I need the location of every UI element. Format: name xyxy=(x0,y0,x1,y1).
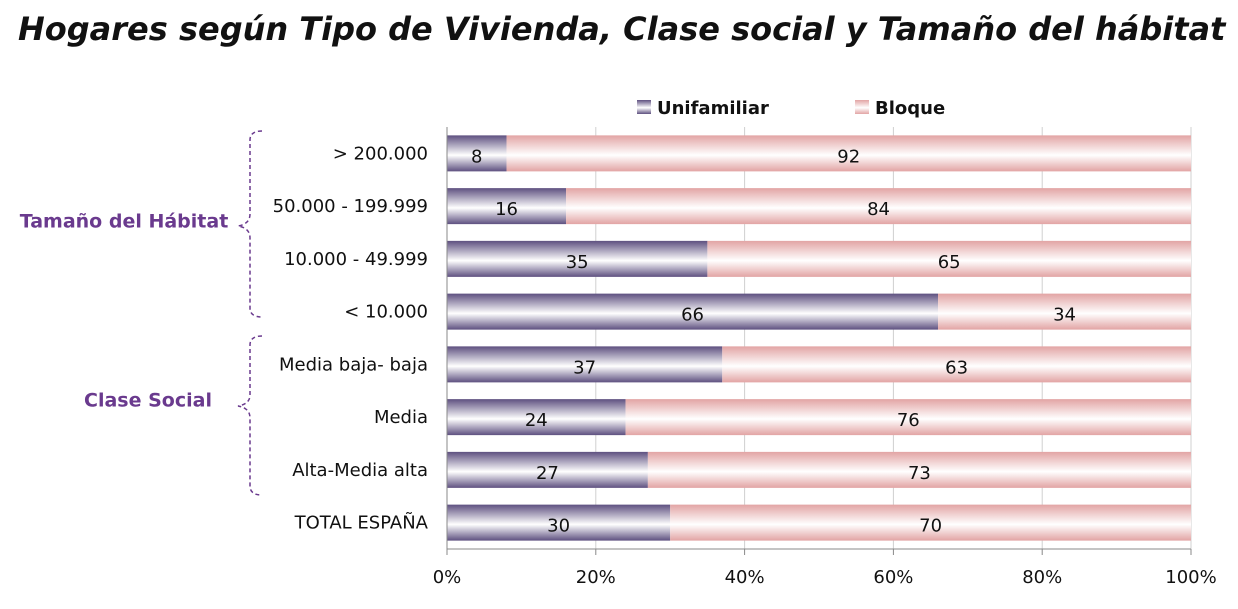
value-label: 30 xyxy=(547,516,570,537)
value-label: 37 xyxy=(573,357,596,378)
value-label: 92 xyxy=(837,146,860,167)
group-label: Tamaño del Hábitat xyxy=(20,211,229,233)
bar-segment xyxy=(722,346,1191,383)
value-label: 8 xyxy=(471,146,482,167)
bar-segment xyxy=(447,399,626,436)
legend-label: Bloque xyxy=(875,98,945,119)
value-label: 35 xyxy=(566,252,589,273)
group-brace xyxy=(237,335,263,496)
x-tick-label: 60% xyxy=(873,567,913,588)
y-tick-label: TOTAL ESPAÑA xyxy=(294,512,429,534)
value-label: 84 xyxy=(867,199,890,220)
x-tick-label: 80% xyxy=(1022,567,1062,588)
bar-segment xyxy=(447,188,567,225)
bar-segment xyxy=(447,240,708,277)
value-label: 24 xyxy=(525,410,548,431)
value-label: 63 xyxy=(945,357,968,378)
value-label: 65 xyxy=(938,252,961,273)
group-brace xyxy=(237,130,263,318)
bar-segment xyxy=(670,504,1191,541)
y-tick-label: Media baja- baja xyxy=(279,354,428,375)
bar-segment xyxy=(938,293,1191,330)
legend-swatch xyxy=(637,100,651,114)
y-tick-label: > 200.000 xyxy=(333,143,428,164)
bar-segment xyxy=(447,293,939,330)
bar-segment xyxy=(707,240,1191,277)
value-label: 70 xyxy=(919,516,942,537)
bar-segment xyxy=(506,135,1191,172)
legend-swatch xyxy=(855,100,869,114)
value-label: 16 xyxy=(495,199,518,220)
bar-segment xyxy=(647,451,1191,488)
value-label: 34 xyxy=(1053,305,1076,326)
x-tick-label: 0% xyxy=(433,567,462,588)
value-label: 76 xyxy=(897,410,920,431)
bar-segment xyxy=(566,188,1191,225)
chart-title: Hogares según Tipo de Vivienda, Clase so… xyxy=(18,10,1227,48)
value-label: 27 xyxy=(536,463,559,484)
x-tick-label: 40% xyxy=(725,567,765,588)
group-label: Clase Social xyxy=(84,390,212,412)
y-tick-label: < 10.000 xyxy=(344,302,428,323)
y-tick-label: 10.000 - 49.999 xyxy=(284,249,428,270)
y-tick-label: 50.000 - 199.999 xyxy=(273,196,428,217)
bar-segment xyxy=(447,135,507,172)
bar-segment xyxy=(447,346,723,383)
x-tick-label: 100% xyxy=(1165,567,1216,588)
value-label: 73 xyxy=(908,463,931,484)
x-tick-label: 20% xyxy=(576,567,616,588)
legend-label: Unifamiliar xyxy=(657,98,769,119)
bar-segment xyxy=(447,504,671,541)
value-label: 66 xyxy=(681,305,704,326)
y-tick-label: Alta-Media alta xyxy=(292,460,428,481)
bar-segment xyxy=(625,399,1191,436)
bar-segment xyxy=(447,451,648,488)
y-tick-label: Media xyxy=(374,407,428,428)
